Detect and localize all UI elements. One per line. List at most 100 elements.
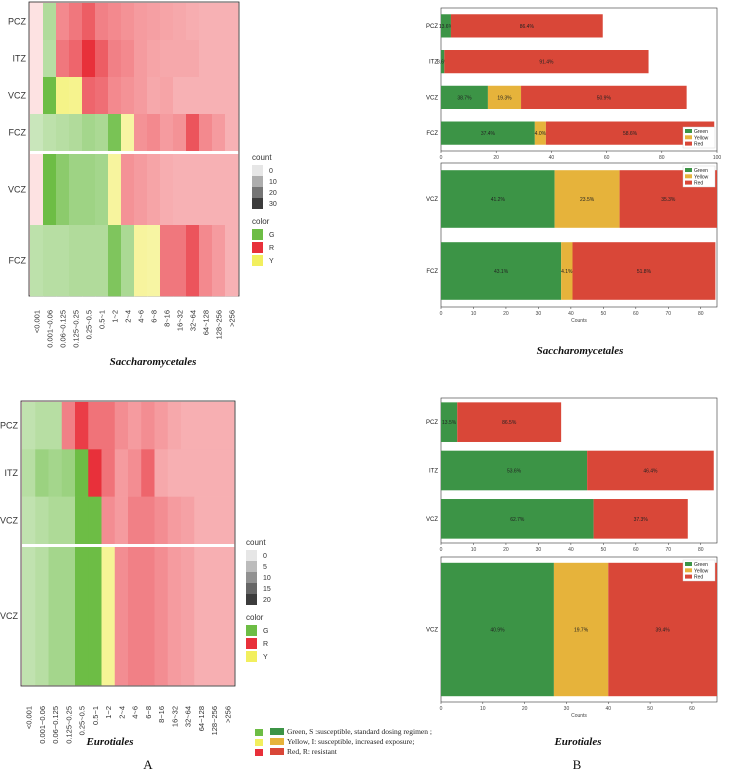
heat-cell [134, 114, 148, 152]
heat-cell [95, 77, 109, 115]
heat-cell [212, 114, 226, 152]
heat-cell [56, 77, 70, 115]
heat-cell [225, 40, 239, 78]
panel-letter-a: A [143, 757, 153, 771]
heat-cell [225, 77, 239, 115]
heat-cell [134, 77, 148, 115]
legend-count-swatch [246, 594, 257, 605]
heat-cell [95, 3, 109, 41]
bar-category-label: ITZ [429, 469, 438, 475]
heat-cell [69, 225, 83, 297]
heat-cell [61, 496, 76, 545]
caption-saccharomycetales: Saccharomycetales [110, 356, 197, 368]
heat-cell [114, 449, 129, 497]
bar-value-label: 39.4% [656, 628, 671, 634]
heat-cell [186, 225, 200, 297]
bar-category-label: ITZ [429, 60, 438, 66]
bar-value-label: 4.0% [535, 131, 547, 137]
bar-value-label: 41.2% [491, 197, 506, 203]
legend-count-swatch [252, 187, 263, 198]
bar-legend-swatch [685, 568, 692, 573]
bar-segment-green [441, 450, 588, 491]
legend-color-label: R [269, 245, 274, 252]
heat-cell [121, 77, 135, 115]
heat-x-tick: 32~64 [189, 310, 198, 331]
note-swatch-red [270, 748, 284, 755]
bar-segment-yellow [553, 562, 609, 697]
heat-cell [141, 449, 155, 497]
heat-x-tick: 0.125~0.25 [72, 310, 81, 348]
heat-cell [22, 496, 36, 545]
heat-cell [207, 402, 222, 450]
heat-cell [220, 547, 235, 686]
heat-block-separator [22, 544, 234, 547]
bar-segment-red [450, 14, 603, 38]
heat-cell [141, 496, 155, 545]
heat-x-tick: 4~6 [137, 310, 146, 323]
heat-cell [101, 402, 116, 450]
heat-cell [173, 40, 187, 78]
heat-x-tick: 1~2 [104, 706, 113, 719]
heat-cell [128, 496, 142, 545]
heat-cell [154, 449, 169, 497]
x-tick-label: 10 [471, 547, 477, 553]
bar-category-label: PCZ [426, 24, 438, 30]
sacch_heatmap-legend: count 0 10 20 30 color GRY [252, 153, 277, 266]
heat-cell [75, 496, 89, 545]
heat-cell [141, 547, 155, 686]
heat-cell [134, 3, 148, 41]
bar-value-label: 38.7% [457, 95, 472, 101]
heat-cell [121, 154, 135, 226]
heat-cell [43, 154, 57, 226]
heat-cell [186, 154, 200, 226]
heat-cell [141, 402, 155, 450]
heat-cell [35, 402, 49, 450]
heat-cell [101, 496, 116, 545]
legend-color-title: color [252, 217, 270, 226]
legend-count-label: 0 [263, 553, 267, 560]
bar-legend-swatch [685, 562, 692, 566]
heat-x-tick: 2~4 [124, 310, 133, 323]
bar-legend-label: Green [694, 168, 708, 174]
x-tick-label: 60 [633, 311, 639, 317]
heat-x-tick: 0.25~0.5 [78, 706, 87, 735]
legend-count-label: 10 [263, 575, 271, 582]
heat-cell [160, 154, 174, 226]
x-tick-label: 20 [493, 155, 499, 161]
bar-value-label: 58.6% [623, 131, 638, 137]
charts-layer: PCZ ITZ VCZ FCZ VCZ FCZ <0.001 0.001~0.06 0.06~0… [0, 1, 721, 744]
heat-cell [212, 3, 226, 41]
caption-eurotiales: Eurotiales [85, 736, 133, 748]
heat-x-tick: 128~256 [210, 706, 219, 735]
bar-category-label: VCZ [426, 197, 438, 203]
bar-category-label: FCZ [426, 131, 438, 137]
heat-cell [199, 114, 213, 152]
heat-cell [75, 449, 89, 497]
bar-segment-red [608, 562, 717, 697]
heat-cell [108, 40, 122, 78]
note-swatch-red-small [255, 749, 263, 756]
bar-value-label: 91.4% [539, 60, 554, 66]
bar-legend-label: Yellow [694, 568, 709, 574]
x-axis-title: Counts [571, 318, 587, 324]
heat-x-tick: 6~8 [144, 706, 153, 719]
heat-cell [48, 449, 63, 497]
bar-value-label: 35.3% [661, 197, 676, 203]
x-tick-label: 0 [440, 311, 443, 317]
heat-cell [69, 114, 83, 152]
heat-x-tick: 0.06~0.125 [59, 310, 68, 348]
heat-x-tick: 16~32 [176, 310, 185, 331]
bar-segment-green [441, 50, 445, 74]
heat-cell [88, 449, 102, 497]
heat-cell [30, 114, 44, 152]
x-tick-label: 80 [698, 311, 704, 317]
heat-cell [167, 402, 182, 450]
bar-segment-yellow [554, 170, 620, 228]
sacch_bar_1: 13.6% 86.4% PCZ 8.6% 91.4% ITZ 38.7% 19.3% 50.9%… [426, 7, 721, 161]
bar-value-label: 8.6% [437, 60, 449, 66]
bar-segment-green [441, 499, 594, 539]
heat-cell [220, 449, 235, 497]
legend-count-swatch [246, 550, 257, 561]
heat-cell [114, 547, 129, 686]
heat-cell [82, 3, 96, 41]
